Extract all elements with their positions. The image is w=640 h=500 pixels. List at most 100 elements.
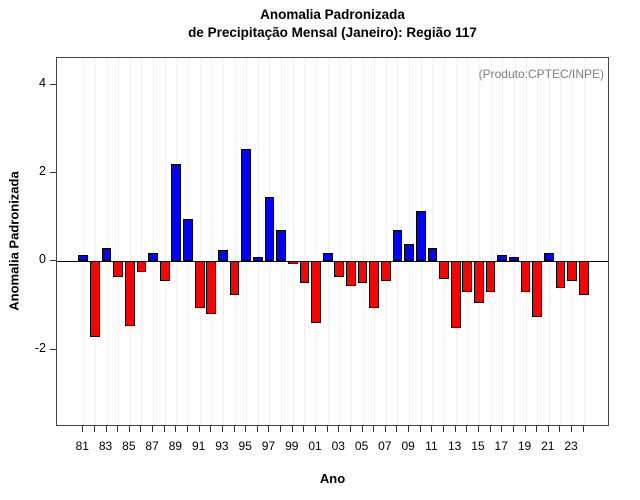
x-tick-label: 01 — [308, 439, 322, 453]
y-tick — [50, 83, 56, 85]
x-tick — [140, 426, 142, 432]
x-tick-label: 93 — [215, 439, 229, 453]
x-axis-label: Ano — [319, 471, 346, 486]
bar-2007 — [380, 261, 391, 282]
bar-2015 — [474, 261, 484, 304]
gridline — [548, 58, 550, 425]
bar-2009 — [404, 243, 415, 262]
gridline — [304, 58, 306, 425]
y-tick — [50, 171, 56, 173]
bar-1988 — [159, 261, 170, 282]
x-tick — [233, 426, 235, 432]
zero-line — [57, 261, 608, 263]
x-tick — [338, 426, 340, 432]
x-tick — [536, 426, 538, 432]
y-tick-label: 2 — [39, 163, 46, 178]
x-tick — [128, 426, 130, 432]
x-tick — [582, 426, 584, 432]
gridline — [257, 58, 259, 425]
bar-2021 — [543, 252, 554, 262]
product-annotation: (Produto:CPTEC/INPE) — [478, 67, 604, 81]
x-tick-label: 81 — [75, 439, 89, 453]
gridline — [141, 58, 143, 425]
bar-1985 — [124, 261, 135, 326]
gridline — [129, 58, 131, 425]
bar-2019 — [520, 261, 531, 293]
bar-2018 — [508, 256, 519, 262]
gridline — [199, 58, 201, 425]
y-tick — [50, 260, 56, 262]
x-tick — [221, 426, 223, 432]
bar-1993 — [218, 250, 228, 262]
bar-2003 — [334, 261, 345, 277]
x-tick-label: 07 — [378, 439, 392, 453]
x-tick — [559, 426, 561, 432]
gridline — [478, 58, 480, 425]
x-tick — [384, 426, 386, 432]
gridline — [83, 58, 85, 425]
x-tick — [315, 426, 317, 432]
y-axis-label: Anomalia Padronizada — [6, 171, 22, 311]
gridline — [118, 58, 120, 425]
bar-2012 — [439, 261, 449, 280]
chart-title: Anomalia Padronizada de Precipitação Men… — [57, 6, 608, 42]
gridline — [374, 58, 376, 425]
bar-1997 — [264, 197, 275, 262]
bar-2016 — [485, 261, 496, 293]
x-tick — [82, 426, 84, 432]
chart-title-line2: de Precipitação Mensal (Janeiro): Região… — [188, 25, 477, 40]
x-tick — [303, 426, 305, 432]
x-tick-label: 15 — [471, 439, 485, 453]
bar-1983 — [101, 248, 112, 262]
bar-1994 — [229, 261, 240, 295]
x-tick — [571, 426, 573, 432]
x-tick — [210, 426, 212, 432]
y-tick-label: -2 — [34, 340, 46, 355]
bar-2014 — [462, 261, 473, 293]
gridline — [222, 58, 224, 425]
gridline — [432, 58, 434, 425]
x-tick-label: 97 — [261, 439, 276, 453]
x-tick — [454, 426, 456, 432]
gridline — [94, 58, 96, 425]
gridline — [502, 58, 504, 425]
x-tick — [547, 426, 549, 432]
gridline — [572, 58, 574, 425]
x-tick — [419, 426, 421, 432]
x-tick — [489, 426, 491, 432]
bar-2001 — [311, 261, 321, 324]
bar-2017 — [497, 254, 508, 262]
x-tick-label: 91 — [191, 439, 206, 453]
gridline — [350, 58, 352, 425]
gridline — [106, 58, 108, 425]
chart-title-line1: Anomalia Padronizada — [260, 7, 405, 22]
bar-2023 — [567, 261, 577, 282]
bar-2013 — [450, 261, 461, 328]
gridline — [490, 58, 492, 425]
gridline — [153, 58, 155, 425]
x-tick — [268, 426, 270, 432]
bar-1982 — [90, 261, 100, 337]
x-tick — [431, 426, 433, 432]
x-tick-label: 09 — [401, 439, 415, 453]
x-tick-label: 21 — [541, 439, 555, 453]
x-tick — [291, 426, 293, 432]
x-tick-label: 99 — [285, 439, 299, 453]
x-tick — [361, 426, 363, 432]
bar-1989 — [171, 164, 182, 262]
x-tick — [373, 426, 375, 432]
bar-1991 — [194, 261, 205, 308]
gridline — [211, 58, 213, 425]
x-tick-label: 17 — [494, 439, 508, 453]
x-tick-label: 19 — [517, 439, 532, 453]
bar-2020 — [532, 261, 543, 317]
gridline — [234, 58, 236, 425]
gridline — [537, 58, 539, 425]
x-tick — [349, 426, 351, 432]
bar-2006 — [369, 261, 380, 308]
x-tick-label: 03 — [331, 439, 345, 453]
x-tick — [256, 426, 258, 432]
x-tick-label: 89 — [168, 439, 183, 453]
x-tick — [466, 426, 468, 432]
